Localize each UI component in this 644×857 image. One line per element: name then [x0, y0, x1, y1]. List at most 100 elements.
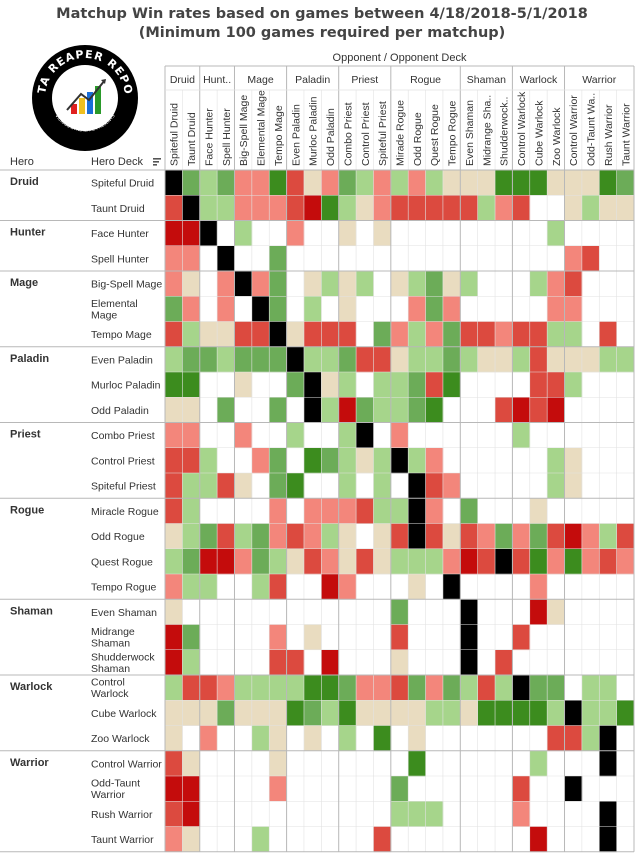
heatmap-cell — [529, 675, 548, 701]
heatmap-cell — [512, 397, 531, 423]
column-group-label: Druid — [170, 74, 195, 86]
row-hero-label: Shaman — [10, 605, 53, 617]
mirror-cell — [442, 574, 461, 600]
heatmap-cell — [199, 473, 218, 499]
heatmap-cell — [547, 523, 565, 550]
heatmap-cell — [373, 675, 392, 701]
heatmap-cell — [269, 245, 287, 272]
heatmap-cell — [234, 220, 253, 247]
column-group-label: Priest — [351, 74, 378, 86]
heatmap-cell — [390, 624, 409, 651]
heatmap-cell — [165, 271, 183, 297]
heatmap-cell — [442, 296, 461, 322]
heatmap-cell — [425, 801, 444, 827]
heatmap-cell — [217, 346, 235, 373]
data-reaper-logo: DATA REAPER REPORT VICIOUS SYNDICATE PRE… — [31, 44, 138, 151]
row-deck-label: Taunt Warrior — [91, 834, 154, 846]
heatmap-cell — [321, 195, 339, 221]
heatmap-cell — [442, 548, 461, 575]
row-deck-label: Even Paladin — [91, 354, 153, 366]
heatmap-cell — [165, 675, 183, 701]
heatmap-cell — [442, 195, 461, 221]
heatmap-cell — [495, 675, 513, 701]
heatmap-cell — [390, 700, 409, 726]
heatmap-cell — [182, 422, 201, 449]
heatmap-cell — [269, 523, 287, 550]
heatmap-cell — [529, 346, 548, 373]
heatmap-cell — [408, 700, 426, 726]
heatmap-cell — [338, 422, 357, 449]
heatmap-cell — [425, 397, 444, 423]
heatmap-cell — [286, 195, 305, 221]
heatmap-cell — [529, 498, 548, 524]
mirror-cell — [303, 397, 322, 423]
heatmap-cell — [477, 195, 496, 221]
heatmap-cell — [408, 548, 426, 575]
column-deck-label: Even Shaman — [464, 100, 476, 166]
heatmap-cell — [199, 548, 218, 575]
row-deck-label: Rush Warrior — [91, 809, 153, 821]
heatmap-cell — [477, 346, 496, 373]
heatmap-cell — [199, 447, 218, 474]
heatmap-cell — [182, 321, 201, 348]
heatmap-cell — [356, 195, 374, 221]
heatmap-cell — [547, 473, 565, 499]
heatmap-cell — [182, 776, 201, 802]
heatmap-cell — [581, 675, 600, 701]
heatmap-cell — [338, 346, 357, 373]
heatmap-cell — [303, 675, 322, 701]
heatmap-cell — [251, 700, 270, 726]
heatmap-cell — [269, 548, 287, 575]
mirror-cell — [408, 498, 426, 524]
heatmap-cell — [182, 473, 201, 499]
heatmap-cell — [512, 422, 531, 449]
heatmap-cell — [234, 473, 253, 499]
heatmap-cell — [217, 523, 235, 550]
heatmap-cell — [182, 624, 201, 651]
heatmap-cell — [442, 346, 461, 373]
heatmap-cell — [338, 195, 357, 221]
heatmap-cell — [165, 245, 183, 272]
heatmap-cell — [269, 574, 287, 600]
heatmap-cell — [234, 523, 253, 550]
column-deck-label: Murloc Paladin — [308, 96, 320, 166]
row-hero-label: Druid — [10, 176, 39, 188]
mirror-cell — [460, 624, 478, 651]
heatmap-cell — [529, 548, 548, 575]
heatmap-cell — [303, 447, 322, 474]
heatmap-cell — [373, 346, 392, 373]
heatmap-cell — [512, 548, 531, 575]
heatmap-cell — [165, 523, 183, 550]
row-deck-label: Midrange — [91, 626, 135, 638]
heatmap-cell — [616, 170, 635, 196]
heatmap-cell — [286, 422, 305, 449]
row-hero-label: Mage — [10, 277, 38, 289]
mirror-cell — [303, 372, 322, 398]
row-deck-label: Taunt Druid — [91, 203, 145, 215]
heatmap-cell — [564, 372, 583, 398]
row-deck-label: Control — [91, 677, 125, 689]
heatmap-cell — [165, 498, 183, 524]
heatmap-cell — [165, 624, 183, 651]
heatmap-cell — [616, 195, 635, 221]
heatmap-cell — [303, 700, 322, 726]
heatmap-cell — [373, 725, 392, 752]
heatmap-cell — [251, 346, 270, 373]
heatmap-cell — [460, 321, 478, 348]
sort-icon — [153, 164, 157, 166]
heatmap-cell — [581, 548, 600, 575]
row-deck-label: Combo Priest — [91, 430, 155, 442]
heatmap-cell — [425, 195, 444, 221]
heatmap-cell — [286, 700, 305, 726]
deck-column-header: Hero Deck — [91, 156, 143, 168]
heatmap-cell — [373, 498, 392, 524]
column-group-label: Paladin — [295, 74, 330, 86]
heatmap-cell — [217, 170, 235, 196]
heatmap-cell — [599, 195, 617, 221]
heatmap-cell — [477, 523, 496, 550]
column-group-label: Hunt.. — [203, 74, 231, 86]
heatmap-cell — [425, 700, 444, 726]
mirror-cell — [269, 321, 287, 348]
heatmap-cell — [373, 195, 392, 221]
heatmap-cell — [425, 523, 444, 550]
